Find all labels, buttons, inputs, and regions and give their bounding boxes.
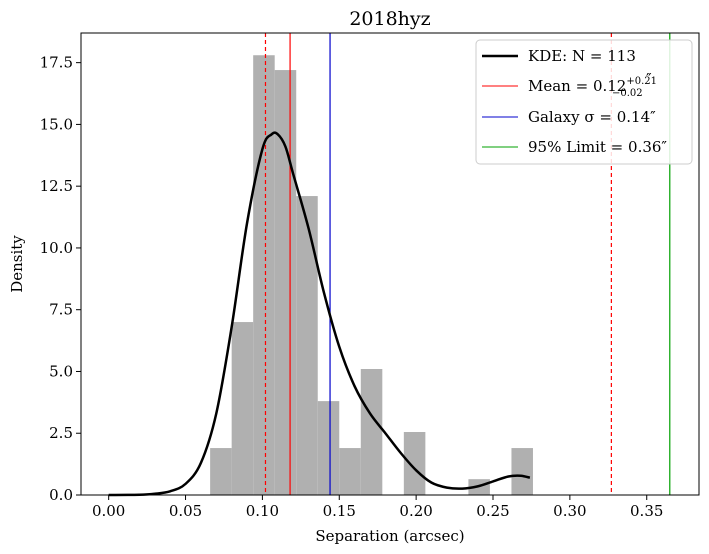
legend-label-limit: 95% Limit = 0.36″ — [528, 138, 667, 156]
x-tick-label: 0.20 — [399, 502, 432, 520]
y-axis-ticks: 0.0 2.5 5.0 7.5 10.0 12.5 15.0 17.5 — [40, 54, 81, 504]
histogram-bar — [253, 55, 275, 496]
y-tick-label: 0.0 — [49, 486, 73, 504]
y-tick-label: 10.0 — [40, 239, 73, 257]
plot-frame — [80, 32, 700, 496]
legend-mean-sub: −0.02 — [612, 88, 643, 99]
y-tick-label: 7.5 — [49, 301, 73, 319]
y-tick-label: 15.0 — [40, 115, 73, 133]
histogram-bar — [403, 432, 426, 495]
x-tick-label: 0.05 — [169, 502, 202, 520]
histogram-bar — [296, 196, 318, 495]
legend-box — [475, 39, 693, 165]
x-tick-label: 0.30 — [553, 502, 586, 520]
y-tick-label: 12.5 — [40, 177, 73, 195]
legend-label-mean: Mean = 0.12+0.21 −0.02″ — [528, 70, 657, 99]
histogram-bar — [210, 448, 232, 495]
histogram-bar — [317, 401, 340, 495]
legend-mean-suffix: ″ — [646, 70, 652, 88]
histogram-bar — [339, 448, 361, 495]
x-tick-label: 0.10 — [246, 502, 279, 520]
reference-lines — [264, 33, 671, 495]
legend-label-kde: KDE: N = 113 — [528, 47, 636, 65]
legend-mean-sup: +0.21 — [626, 76, 657, 87]
x-tick-label: 0.25 — [476, 502, 509, 520]
y-axis-label: Density — [8, 235, 26, 293]
y-tick-label: 17.5 — [40, 54, 73, 72]
y-tick-label: 2.5 — [49, 424, 73, 442]
x-tick-label: 0.00 — [92, 502, 125, 520]
kde-curve — [108, 131, 531, 497]
histogram-bar — [231, 322, 254, 495]
legend: KDE: N = 113 Mean = 0.12+0.21 −0.02″ Gala… — [475, 39, 693, 165]
histogram-bars — [210, 55, 533, 496]
x-tick-label: 0.35 — [630, 502, 663, 520]
histogram-bar — [511, 448, 533, 495]
x-axis-ticks: 0.00 0.05 0.10 0.15 0.20 0.25 0.30 0.35 — [92, 495, 663, 520]
x-tick-label: 0.15 — [323, 502, 356, 520]
x-axis-label: Separation (arcsec) — [315, 527, 464, 545]
chart-title: 2018hyz — [349, 8, 430, 30]
histogram-bar — [360, 369, 383, 495]
y-tick-label: 5.0 — [49, 362, 73, 380]
histogram-bar — [274, 70, 297, 495]
legend-label-galaxy: Galaxy σ = 0.14″ — [528, 108, 656, 126]
